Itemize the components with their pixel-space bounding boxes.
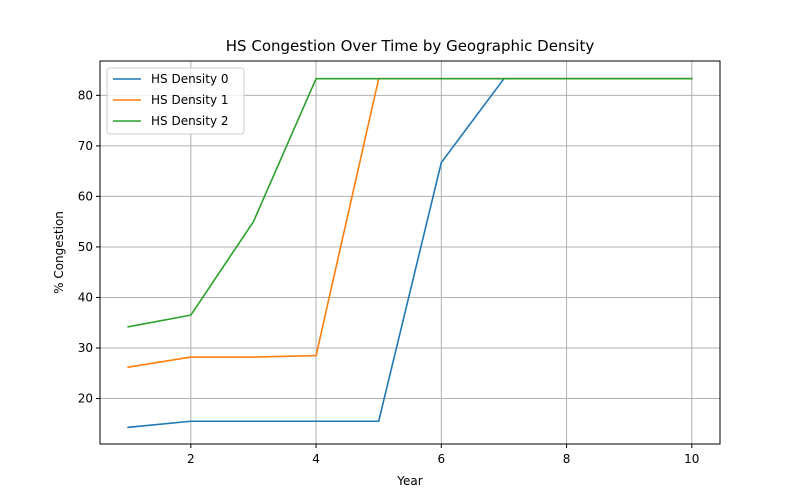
axis-ticks: 2 4 6 8 10 20 30 40 50 60 70 80 [78,88,700,466]
y-axis-label: % Congestion [52,211,66,294]
x-tick-label: 8 [563,452,571,466]
y-tick-label: 30 [78,341,93,355]
y-tick-label: 80 [78,88,93,102]
chart-title: HS Congestion Over Time by Geographic De… [226,37,595,55]
y-tick-label: 60 [78,189,93,203]
x-tick-label: 10 [684,452,699,466]
legend-label-hs-density-2: HS Density 2 [151,114,229,128]
plot-frame [99,60,721,445]
x-axis-label: Year [396,474,422,488]
x-tick-label: 4 [312,452,320,466]
x-tick-label: 2 [187,452,195,466]
y-tick-label: 70 [78,139,93,153]
legend-label-hs-density-1: HS Density 1 [151,93,229,107]
y-tick-label: 40 [78,290,93,304]
y-tick-label: 50 [78,240,93,254]
x-tick-label: 6 [437,452,445,466]
series-line-hs-density-2 [127,77,693,328]
legend-box [106,67,245,135]
legend: HS Density 0 HS Density 1 HS Density 2 [106,67,245,135]
y-tick-label: 20 [78,392,93,406]
series-lines [127,77,693,429]
legend-label-hs-density-0: HS Density 0 [151,72,229,86]
